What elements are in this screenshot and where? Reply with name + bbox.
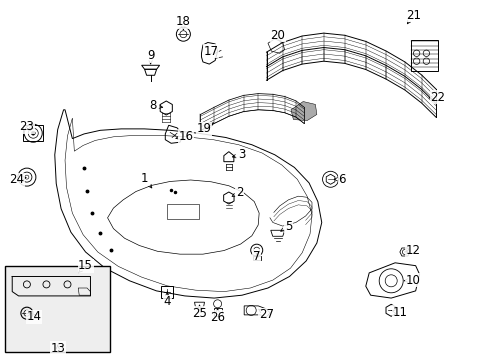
Text: 15: 15 xyxy=(78,259,93,273)
Text: 4: 4 xyxy=(163,292,171,308)
Bar xyxy=(252,256,260,260)
Bar xyxy=(23,125,43,141)
Text: 18: 18 xyxy=(176,15,190,30)
Bar xyxy=(167,204,199,219)
Text: 11: 11 xyxy=(391,306,407,319)
Text: 8: 8 xyxy=(149,99,163,112)
Text: 10: 10 xyxy=(404,274,420,287)
Circle shape xyxy=(31,131,35,135)
Text: 14: 14 xyxy=(27,310,41,323)
Text: 17: 17 xyxy=(203,45,218,58)
Text: 19: 19 xyxy=(197,122,213,135)
Text: 20: 20 xyxy=(270,29,285,42)
Text: 9: 9 xyxy=(146,49,154,64)
Bar xyxy=(5,266,110,352)
Text: 6: 6 xyxy=(333,173,346,186)
Text: 21: 21 xyxy=(405,9,420,24)
Bar xyxy=(410,40,437,71)
Bar xyxy=(213,308,221,316)
Text: 2: 2 xyxy=(232,186,243,199)
Text: 25: 25 xyxy=(192,305,206,320)
Text: 1: 1 xyxy=(140,172,151,188)
Text: 5: 5 xyxy=(280,220,292,233)
Text: 12: 12 xyxy=(404,244,420,257)
Text: 23: 23 xyxy=(20,120,34,133)
Text: 13: 13 xyxy=(50,342,65,355)
Polygon shape xyxy=(290,102,316,121)
Text: 26: 26 xyxy=(210,309,224,324)
Text: 16: 16 xyxy=(176,130,193,143)
Text: 7: 7 xyxy=(252,250,260,263)
Text: 22: 22 xyxy=(428,91,444,104)
Text: 27: 27 xyxy=(258,309,273,321)
Text: 24: 24 xyxy=(10,174,26,186)
Text: 3: 3 xyxy=(232,148,245,161)
Bar xyxy=(161,285,173,298)
